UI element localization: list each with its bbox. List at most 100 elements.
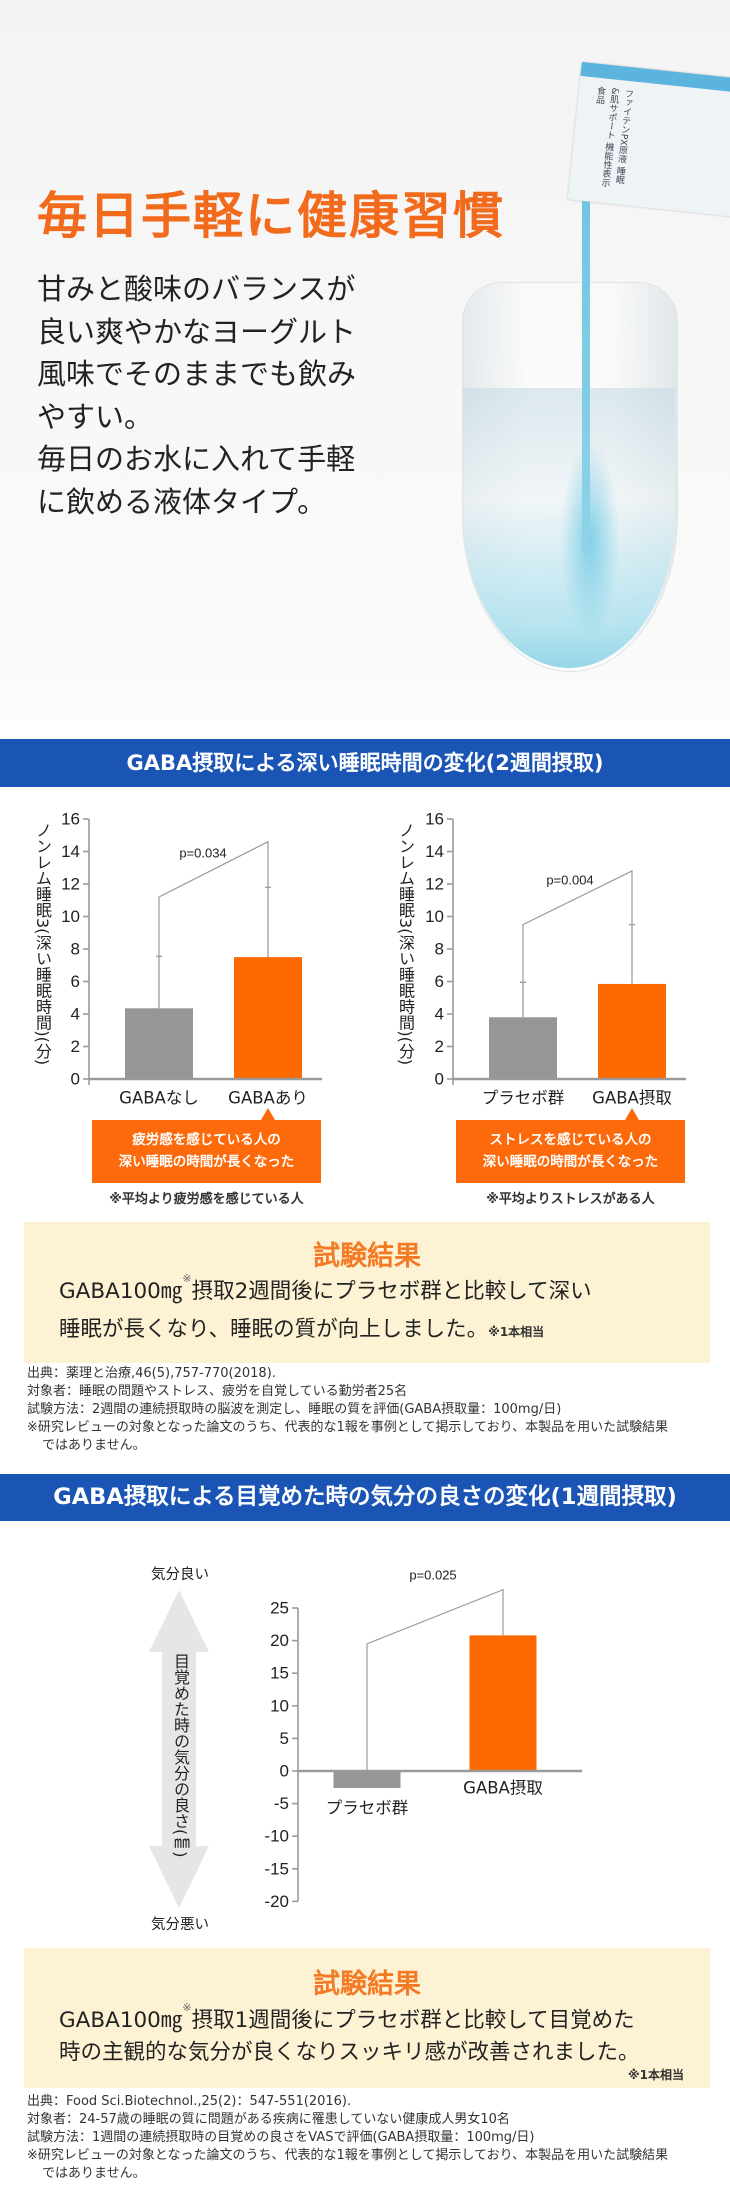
result-note: ※1本相当 <box>627 2068 684 2082</box>
chart-3: -20 -15 -10 -5 0 5 10 15 20 25 プラセボ群 GABA摂取 p=0.025 <box>264 1568 582 1911</box>
mood-bad-label: 気分悪い <box>151 1917 209 1933</box>
hero-section: ファイテンPX原液 睡眠&肌サポート 機能性表示食品 毎日手軽に健康習慣 甘みと… <box>0 0 730 720</box>
chart2-y-axis-label: ノンレム睡眠3(深い睡眠時間)(分) <box>396 822 415 1066</box>
y-tick-label: 16 <box>425 810 444 829</box>
result-text: 摂取2週間後にプラセボ群と比較して深い <box>191 1279 592 1304</box>
hero-body-line: 良い爽やかなヨーグルト <box>37 314 357 349</box>
bar-2 <box>598 983 666 1079</box>
y-tick-label: 25 <box>270 1599 289 1618</box>
y-tick-label: -20 <box>264 1892 289 1911</box>
packet-text: ファイテンPX原液 睡眠&肌サポート 機能性表示食品 <box>593 85 634 188</box>
result-box: 試験結果 GABA100㎎※摂取1週間後にプラセボ群と比較して目覚めた 時の主観… <box>24 1948 710 2088</box>
result-text-line: GABA100㎎※摂取1週間後にプラセボ群と比較して目覚めた <box>59 2001 635 2034</box>
product-packet-image: ファイテンPX原液 睡眠&肌サポート 機能性表示食品 <box>567 62 730 218</box>
callout-line: ストレスを感じている人の <box>489 1132 652 1148</box>
y-tick-label: -15 <box>264 1859 289 1878</box>
chart-1: 0 2 4 6 8 10 12 14 16 GABAなし GABAあり p=0.034 <box>61 810 322 1108</box>
y-tick-label: 6 <box>71 972 80 991</box>
y-tick-label: -5 <box>274 1794 289 1813</box>
y-tick-label: 12 <box>61 875 80 894</box>
result-text-line: GABA100㎎※摂取2週間後にプラセボ群と比較して深い <box>59 1272 592 1305</box>
source-line: 出典：薬理と治療,46(5),757-770(2018). <box>27 1366 276 1381</box>
x-category-label: GABAあり <box>228 1089 308 1108</box>
mood-good-label: 気分良い <box>151 1567 209 1583</box>
source-notes: 出典：Food Sci.Biotechnol.,25(2)：547-551(20… <box>27 2093 717 2183</box>
chart1-y-axis-label: ノンレム睡眠3(深い睡眠時間)(分) <box>33 822 52 1066</box>
bar-1 <box>333 1771 401 1788</box>
result-text-line: 時の主観的な気分が良くなりスッキリ感が改善されました。 <box>59 2040 640 2065</box>
y-tick-label: 0 <box>71 1070 80 1089</box>
result-title: 試験結果 <box>313 1241 421 1272</box>
source-line: 対象者：睡眠の問題やストレス、疲労を自覚している勤労者25名 <box>27 1384 408 1399</box>
callout-footnote: ※平均より疲労感を感じている人 <box>109 1192 304 1207</box>
source-notes: 出典：薬理と治療,46(5),757-770(2018). 対象者：睡眠の問題や… <box>27 1365 717 1455</box>
y-tick-label: 16 <box>61 810 80 829</box>
chart3-y-axis-label: 目覚めた時の気分の良さ(㎜) <box>171 1653 190 1858</box>
x-category-label: GABA摂取 <box>592 1089 672 1108</box>
hero-body-line: やすい。 <box>37 399 154 434</box>
hero-body-line: 風味でそのままでも飲み <box>37 357 357 391</box>
hero-title: 毎日手軽に健康習慣 <box>37 187 505 245</box>
bar-2 <box>469 1635 537 1771</box>
significance-bracket <box>158 840 269 957</box>
x-category-label: プラセボ群 <box>326 1799 409 1818</box>
hero-body-line: に飲める液体タイプ。 <box>37 484 327 519</box>
result-text-line: 睡眠が長くなり、睡眠の質が向上しました。※1本相当 <box>59 1312 544 1343</box>
p-value-label: p=0.034 <box>179 846 226 861</box>
y-tick-label: 0 <box>435 1070 444 1089</box>
double-arrow-icon <box>149 1590 209 1908</box>
hero-body-line: 毎日のお水に入れて手軽 <box>37 442 356 476</box>
y-tick-label: 20 <box>270 1631 289 1650</box>
y-tick-label: 8 <box>435 940 444 959</box>
section-banner-wakeup-mood: GABA摂取による目覚めた時の気分の良さの変化(1週間摂取) <box>0 1474 730 1521</box>
y-tick-label: 10 <box>61 907 80 926</box>
result-text: GABA100㎎ <box>59 2008 183 2033</box>
source-line: 出典：Food Sci.Biotechnol.,25(2)：547-551(20… <box>27 2094 352 2109</box>
y-tick-label: 2 <box>435 1037 444 1056</box>
result-note: ※1本相当 <box>488 1325 545 1339</box>
bar-2 <box>234 957 302 1079</box>
y-tick-label: 10 <box>270 1696 289 1715</box>
callout-fatigue: 疲労感を感じている人の 深い睡眠の時間が長くなった <box>92 1108 321 1183</box>
section-banner-deep-sleep: GABA摂取による深い睡眠時間の変化(2週間摂取) <box>0 739 730 787</box>
hero-body-line: 甘みと酸味のバランスが <box>37 272 356 306</box>
callout-footnote: ※平均よりストレスがある人 <box>486 1192 655 1207</box>
y-tick-label: 14 <box>425 842 444 861</box>
y-tick-label: 12 <box>425 875 444 894</box>
source-line: ではありません。 <box>42 1438 146 1453</box>
y-tick-label: 4 <box>71 1005 80 1024</box>
callout-line: 深い睡眠の時間が長くなった <box>118 1154 295 1170</box>
callout-line: 深い睡眠の時間が長くなった <box>482 1154 659 1170</box>
significance-bracket <box>366 1588 504 1771</box>
result-title: 試験結果 <box>313 1969 421 2000</box>
y-tick-label: 6 <box>435 972 444 991</box>
y-tick-label: -10 <box>264 1827 289 1846</box>
y-tick-label: 15 <box>270 1664 289 1683</box>
asterisk-mark: ※ <box>182 1272 192 1285</box>
bar-1 <box>489 1017 557 1079</box>
x-category-label: GABA摂取 <box>463 1779 543 1798</box>
y-tick-label: 8 <box>71 940 80 959</box>
liquid-stream-image <box>582 175 590 555</box>
source-line: 対象者：24-57歳の睡眠の質に問題がある疾病に罹患していない健康成人男女10名 <box>27 2112 510 2127</box>
y-tick-label: 5 <box>280 1729 289 1748</box>
result-text: GABA100㎎ <box>59 1279 183 1304</box>
callout-line: 疲労感を感じている人の <box>132 1132 281 1148</box>
chart-2: 0 2 4 6 8 10 12 14 16 プラセボ群 GABA摂取 p=0.004 <box>425 810 686 1108</box>
asterisk-mark: ※ <box>182 2001 192 2014</box>
x-category-label: プラセボ群 <box>482 1089 565 1108</box>
result-text: 睡眠が長くなり、睡眠の質が向上しました。 <box>59 1317 489 1342</box>
source-line: ※研究レビューの対象となった論文のうち、代表的な1報を事例として掲示しており、本… <box>27 2148 669 2163</box>
liquid-cloud-image <box>560 440 620 640</box>
source-line: ※研究レビューの対象となった論文のうち、代表的な1報を事例として掲示しており、本… <box>27 1420 669 1435</box>
hero-body: 甘みと酸味のバランスが 良い爽やかなヨーグルト 風味でそのままでも飲み やすい。… <box>37 268 356 523</box>
source-line: ではありません。 <box>42 2166 146 2181</box>
y-tick-label: 2 <box>71 1037 80 1056</box>
y-tick-label: 14 <box>61 842 80 861</box>
x-category-label: GABAなし <box>119 1089 199 1108</box>
callout-stress: ストレスを感じている人の 深い睡眠の時間が長くなった <box>456 1108 685 1183</box>
y-tick-label: 4 <box>435 1005 444 1024</box>
p-value-label: p=0.004 <box>546 873 593 888</box>
y-tick-label: 10 <box>425 907 444 926</box>
